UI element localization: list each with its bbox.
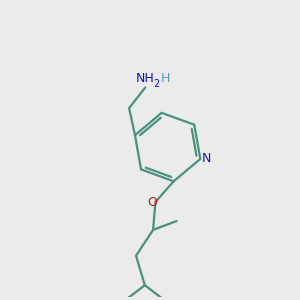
Text: N: N [202,152,212,165]
Text: O: O [147,196,157,209]
Text: NH: NH [136,72,155,85]
Text: 2: 2 [153,79,160,89]
Text: H: H [161,72,171,85]
